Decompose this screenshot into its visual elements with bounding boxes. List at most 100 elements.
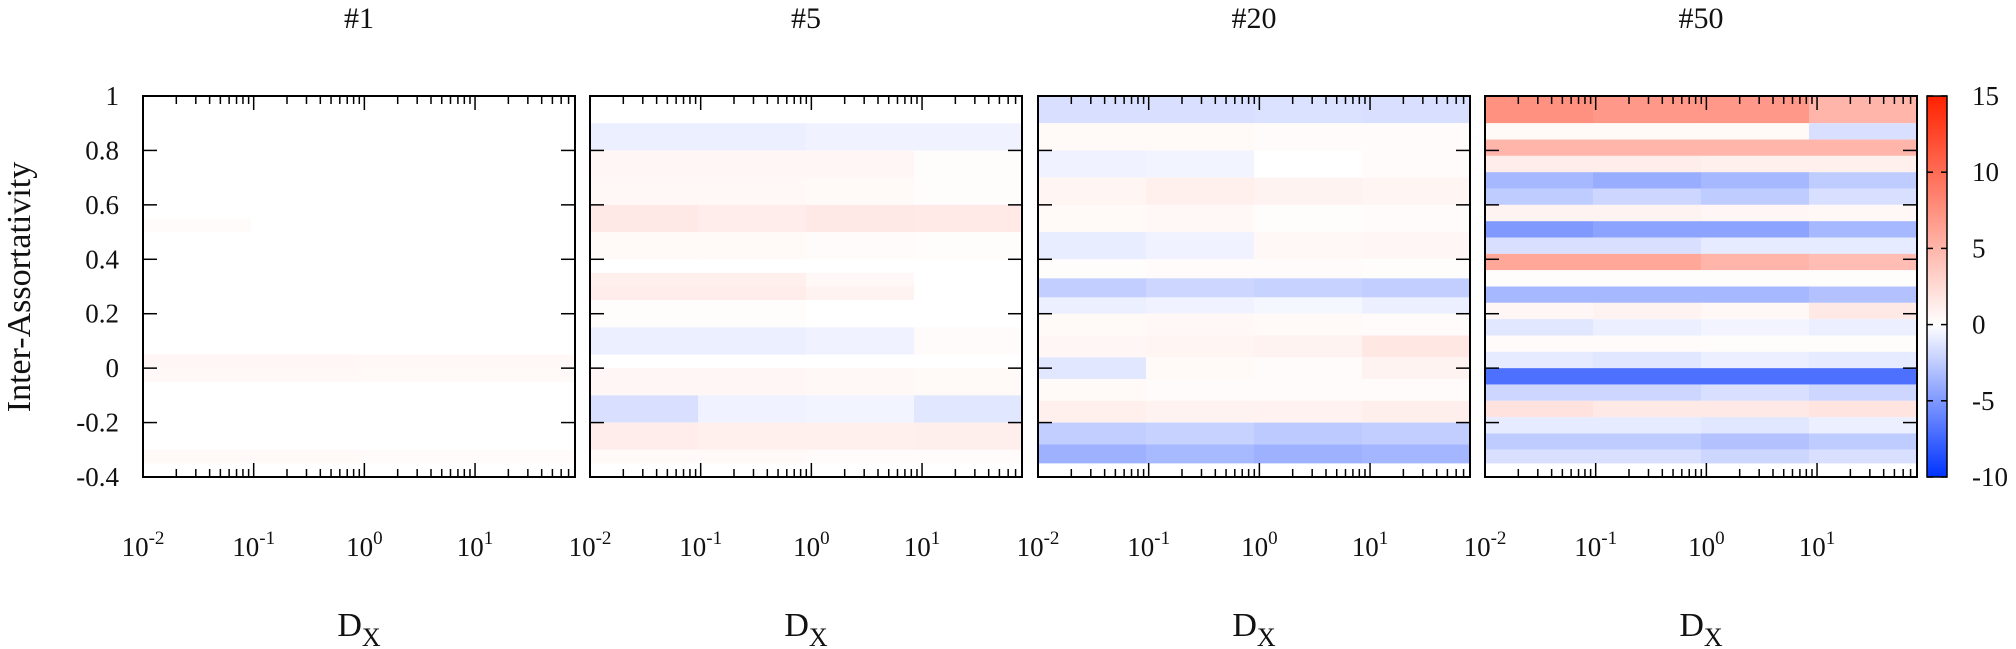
heatmap-cell [1362,400,1471,423]
heatmap-cell [1038,400,1147,423]
heatmap-cell [1485,417,1594,434]
heatmap-cell [1701,204,1810,222]
heatmap-cell [1146,278,1255,298]
heatmap-cell [914,327,1023,355]
heatmap-cell [1146,335,1255,358]
heatmap-cell [1809,96,1918,124]
x-axis-label: DX [1232,607,1276,649]
heatmap-cell [1701,188,1810,205]
heatmap-cell [143,354,252,369]
heatmap-cell [1701,335,1810,352]
heatmap-cell [1701,123,1810,140]
colorbar-gradient [1926,95,1948,478]
heatmap-cell [1593,123,1702,140]
heatmap-cell [914,286,1023,301]
heatmap-cell [698,449,807,464]
heatmap-cell [590,368,699,396]
heatmap-cell [590,422,699,450]
x-tick-label: 10-1 [1574,528,1617,562]
colorbar: 15 10 5 0 -5 -10 [1926,81,2008,492]
heatmap-cell [914,300,1023,328]
heatmap-cell [1593,253,1702,271]
heatmap-cell [590,150,699,178]
heatmap-cell [1485,400,1594,418]
heatmap-cell [1362,444,1471,464]
heatmap-cell [806,204,915,233]
heatmap-cell [1701,302,1810,320]
heatmap-cell [1809,188,1918,205]
heatmap-cell [1254,204,1363,233]
heatmap-cell [806,327,915,355]
heatmap-cell [1362,204,1471,233]
panel-title: #5 [791,2,821,35]
heatmap-cell [251,354,360,369]
x-tick-label: 10-1 [679,528,722,562]
heatmap-cell [359,368,468,382]
heatmap-cell [1038,422,1147,445]
heatmap-cell [590,232,699,260]
heatmap-cell [1146,177,1255,205]
heatmap-cell [1038,123,1147,151]
heatmap-cell [1593,351,1702,369]
heatmap-cell [143,96,252,110]
heatmap-cell [1701,319,1810,336]
heatmap-cell [359,449,468,464]
heatmap-cell [1485,172,1594,189]
heatmap-cell [806,368,915,396]
panel-2: #5 10-2 10-1 100 101 DX [569,2,1023,649]
heatmap-cell [698,300,807,328]
heatmap-cell [1362,278,1471,298]
heatmap-cell [1485,286,1594,303]
x-tick-label: 101 [457,528,494,562]
heatmap-cell [806,150,915,178]
y-tick-label: 0.2 [85,299,119,329]
heatmap-cell [143,449,252,464]
x-tick-label: 101 [1799,528,1836,562]
heatmap-cell [1362,259,1471,279]
panel-title: #1 [344,2,374,35]
heatmap-cell [914,177,1023,205]
heatmap-cell [1593,155,1702,173]
heatmap-cell [1254,335,1363,358]
x-tick-label: 10-1 [232,528,275,562]
heatmap-cell [1254,400,1363,423]
heatmap-cell [1146,379,1255,401]
heatmap-cell [1809,335,1918,352]
heatmap-cell [1362,297,1471,314]
heatmap-cell [1254,96,1363,124]
heatmap-cell [1593,221,1702,238]
heatmap-cell [1362,379,1471,401]
heatmap-cell [1701,237,1810,254]
heatmap-cell [1146,259,1255,279]
heatmap-cell [1485,221,1594,238]
colorbar-tick-label: 10 [1972,157,1999,187]
heatmap-cell [1038,357,1147,380]
heatmap-cell [1809,270,1918,287]
x-tick-label: 100 [1241,528,1278,562]
heatmap-cell [1701,417,1810,434]
heatmap-cell [1593,368,1702,385]
heatmap-cell [1593,335,1702,352]
heatmap-cell [1593,237,1702,254]
heatmap-cell [1362,313,1471,336]
heatmap-cell [1809,221,1918,238]
heatmap-cell [1485,302,1594,320]
heatmap-cell [590,395,699,423]
heatmap-cell [1701,286,1810,303]
y-tick-label: 1 [106,81,120,111]
heatmap-cell [1362,357,1471,380]
colorbar-tick-label: 5 [1972,233,1986,263]
heatmap-cell [1038,335,1147,358]
heatmap-cell [1485,351,1594,369]
heatmap-cell [1038,177,1147,205]
y-tick-label: -0.2 [76,408,119,438]
heatmap-cell [590,204,699,233]
heatmap-cell [698,150,807,178]
colorbar-tick-label: -10 [1972,462,2008,492]
heatmap-cell [467,449,576,464]
x-tick-label: 10-2 [122,528,165,562]
heatmap-cell [914,204,1023,233]
heatmap-cell [1593,286,1702,303]
heatmap-cell [1038,204,1147,233]
heatmap-cell [1146,357,1255,380]
